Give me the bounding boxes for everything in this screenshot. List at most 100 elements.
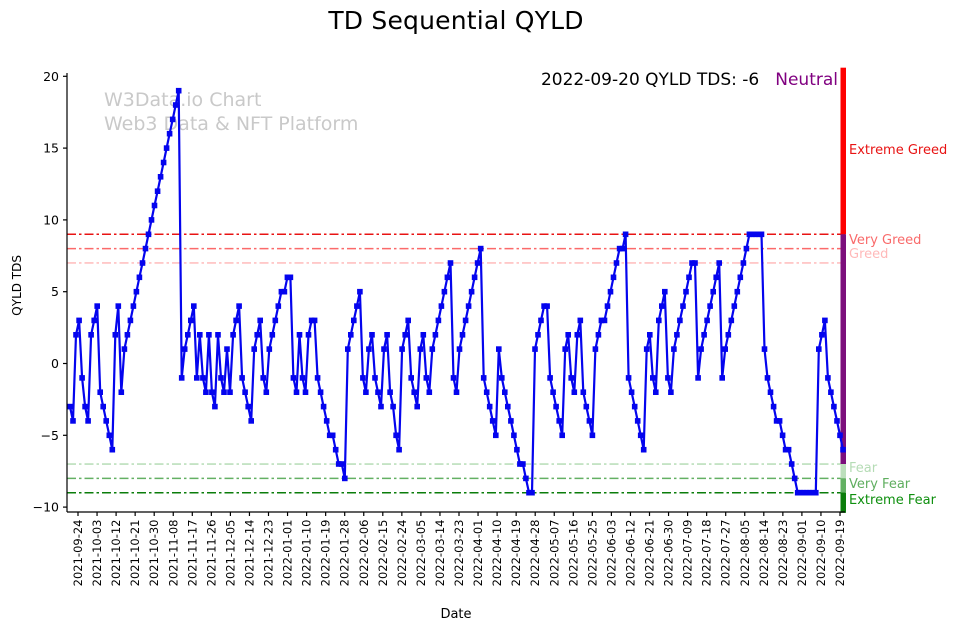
- data-point-marker: [85, 418, 91, 424]
- data-point-marker: [82, 403, 88, 410]
- data-point-marker: [668, 389, 674, 395]
- data-point-marker: [317, 389, 324, 395]
- data-point-marker: [489, 418, 496, 424]
- level-label-very-greed: Very Greed: [849, 233, 922, 248]
- x-tick-label: 2022-03-05: [414, 520, 428, 587]
- data-point-marker: [553, 403, 559, 410]
- level-label-very-fear: Very Fear: [849, 477, 911, 492]
- annotation-tds-text: 2022-09-20 QYLD TDS: -6: [540, 70, 760, 90]
- data-point-marker: [770, 403, 777, 410]
- data-point-marker: [178, 375, 185, 381]
- data-point-marker: [511, 432, 517, 439]
- level-label-extreme-fear: Extreme Fear: [849, 493, 936, 508]
- data-point-marker: [269, 332, 276, 338]
- data-point-marker: [311, 317, 318, 324]
- data-point-marker: [308, 317, 315, 324]
- data-point-marker: [242, 389, 248, 395]
- data-point-marker: [740, 260, 747, 266]
- data-point-marker: [480, 375, 487, 381]
- data-point-marker: [716, 260, 722, 266]
- data-point-marker: [797, 489, 804, 496]
- data-point-marker: [181, 346, 188, 352]
- data-point-marker: [345, 346, 351, 352]
- data-point-marker: [674, 332, 680, 338]
- data-point-marker: [332, 446, 339, 453]
- data-point-marker: [329, 432, 336, 439]
- data-point-marker: [523, 475, 529, 482]
- data-point-marker: [604, 303, 611, 309]
- x-tick-label: 2022-09-19: [833, 520, 847, 587]
- data-point-marker: [502, 389, 508, 395]
- data-point-marker: [405, 317, 411, 324]
- data-point-marker: [369, 332, 375, 338]
- x-axis-label: Date: [440, 607, 472, 622]
- data-point-marker: [227, 389, 233, 395]
- data-point-marker: [281, 288, 288, 295]
- x-tick-label: 2022-05-25: [585, 520, 599, 587]
- sentiment-bar: [840, 67, 846, 513]
- data-point-marker: [782, 446, 789, 453]
- data-point-marker: [613, 260, 620, 266]
- data-point-marker: [574, 332, 581, 338]
- data-point-marker: [725, 332, 732, 338]
- data-point-marker: [532, 346, 538, 352]
- x-tick-label: 2021-12-14: [242, 520, 256, 587]
- data-point-marker: [154, 188, 161, 194]
- data-point-marker: [794, 489, 801, 496]
- data-point-marker: [387, 389, 393, 395]
- x-tick-label: 2022-07-18: [700, 520, 714, 587]
- data-point-marker: [423, 375, 430, 381]
- data-point-marker: [236, 303, 242, 309]
- x-tick-label: 2022-06-30: [662, 520, 676, 587]
- data-point-marker: [79, 375, 85, 381]
- data-point-marker: [408, 375, 414, 381]
- data-point-marker: [139, 260, 146, 266]
- data-point-marker: [719, 375, 725, 381]
- data-point-marker: [776, 418, 783, 424]
- level-label-extreme-greed: Extreme Greed: [849, 143, 948, 158]
- data-point-marker: [88, 332, 94, 338]
- data-point-marker: [166, 130, 173, 137]
- data-point-marker: [357, 288, 363, 295]
- data-point-marker: [444, 274, 451, 281]
- data-point-marker: [263, 389, 270, 395]
- data-point-marker: [206, 332, 212, 338]
- data-point-marker: [245, 403, 251, 410]
- data-point-marker: [807, 489, 813, 496]
- data-point-marker: [683, 288, 689, 295]
- data-point-marker: [230, 332, 236, 338]
- x-tick-label: 2022-02-06: [357, 520, 371, 587]
- data-point-marker: [647, 332, 653, 338]
- data-point-marker: [148, 217, 155, 223]
- data-point-marker: [562, 346, 568, 352]
- data-point-marker: [160, 159, 167, 166]
- data-point-marker: [169, 116, 176, 123]
- data-point-marker: [529, 489, 535, 496]
- data-point-marker: [698, 346, 704, 352]
- data-point-marker: [692, 260, 698, 266]
- data-point-marker: [73, 332, 79, 338]
- data-point-marker: [761, 346, 768, 352]
- data-point-marker: [671, 346, 677, 352]
- data-point-marker: [656, 317, 662, 324]
- data-point-marker: [785, 446, 792, 453]
- data-point-marker: [496, 346, 502, 352]
- data-point-marker: [293, 389, 300, 395]
- data-point-marker: [100, 403, 106, 410]
- x-tick-label: 2022-04-28: [528, 520, 542, 587]
- data-point-marker: [610, 274, 617, 281]
- sentiment-bar-segment-very-fear: [840, 478, 846, 493]
- data-point-marker: [97, 389, 103, 395]
- data-point-marker: [133, 288, 140, 295]
- data-point-marker: [737, 274, 744, 281]
- data-point-marker: [764, 375, 771, 381]
- data-point-marker: [701, 332, 707, 338]
- data-point-marker: [643, 346, 650, 352]
- data-point-marker: [595, 332, 602, 338]
- data-point-marker: [459, 332, 466, 338]
- data-point-marker: [302, 389, 309, 395]
- data-point-marker: [257, 317, 263, 324]
- data-point-marker: [474, 260, 481, 266]
- x-tick-label: 2022-07-09: [681, 520, 695, 587]
- data-point-marker: [556, 418, 562, 424]
